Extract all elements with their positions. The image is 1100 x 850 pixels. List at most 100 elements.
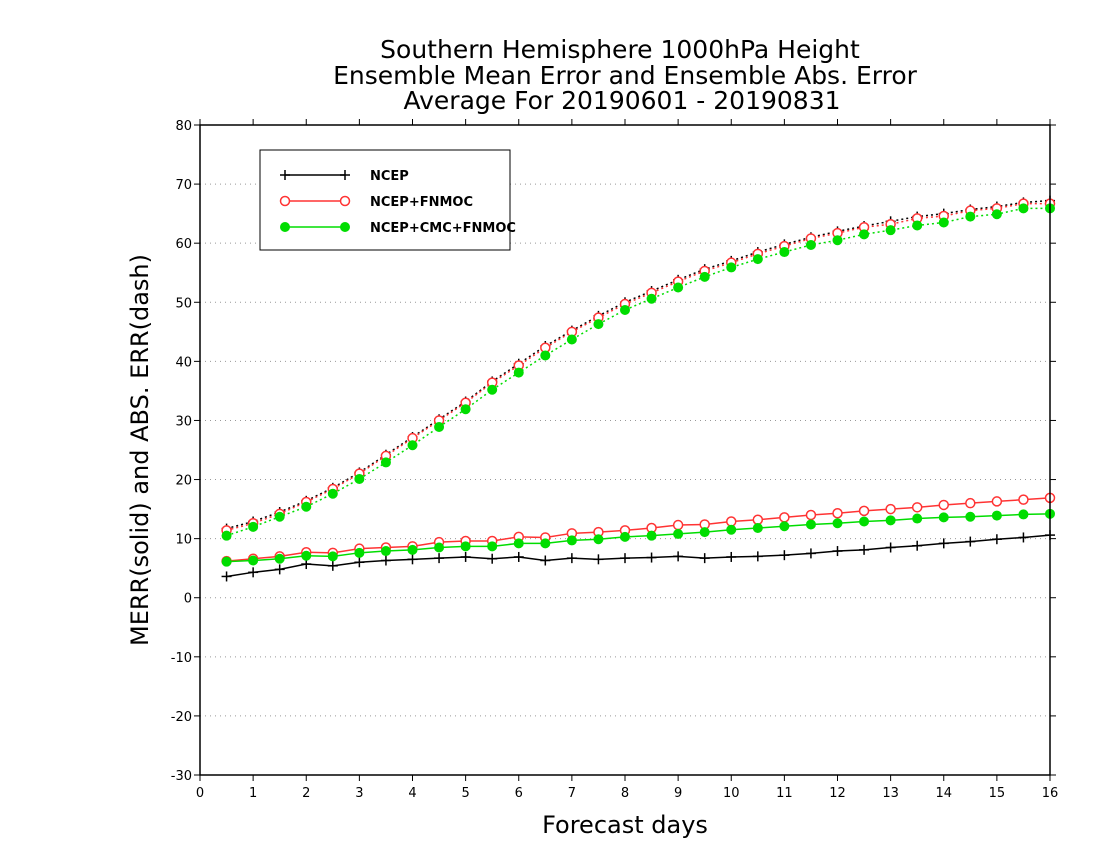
series-layer [221,195,1056,582]
data-point [513,538,524,549]
series-line [226,513,1051,563]
data-point [646,552,657,563]
data-point [885,542,896,553]
data-point [858,505,870,517]
series-line [226,497,1051,562]
series-line [226,202,1050,532]
legend: NCEP NCEP+FNMOC NCEP+CMC+FNMOC [259,149,516,251]
data-point [274,564,285,575]
x-tick-label: 8 [621,786,629,801]
data-point [566,334,577,345]
data-point [540,538,551,549]
y-tick-label: -20 [171,710,192,725]
data-point [301,550,312,561]
data-point [434,553,445,564]
data-point [434,421,445,432]
data-point [726,262,737,273]
y-tick-label: 70 [175,178,192,193]
data-point [248,521,259,532]
y-tick-label: -10 [171,651,192,666]
data-point [593,319,604,330]
data-point [699,527,710,538]
x-tick-label: 11 [776,786,793,801]
x-tick-label: 10 [723,786,740,801]
data-point [965,497,976,509]
data-point [380,546,391,557]
data-point [965,211,976,222]
legend-label: NCEP+CMC+FNMOC [370,221,516,236]
x-tick-label: 14 [935,786,952,801]
data-point [672,519,684,531]
data-point [699,271,710,282]
data-point [885,503,896,515]
x-tick-label: 9 [674,786,682,801]
data-point [991,209,1002,220]
data-point [460,551,471,562]
data-point [699,553,710,564]
title-line-3: Average For 20190601 - 20190831 [403,86,840,115]
data-point [620,531,630,542]
data-point [354,473,365,484]
data-point [593,554,604,565]
data-point [673,528,684,539]
data-point [752,523,763,533]
y-axis: -30 -20 -10 0 10 20 30 40 50 60 70 80 [171,119,1056,784]
series-ncep-cmc-fnmoc-dash [221,203,1055,541]
data-point [513,367,524,378]
data-point [460,541,471,552]
data-point [859,516,870,527]
data-point [991,534,1002,545]
data-point [221,530,232,541]
series-line [226,207,1050,537]
legend-label: NCEP [370,169,409,184]
legend-box [259,149,511,251]
y-tick-label: 10 [175,533,192,548]
data-point [938,217,949,228]
legend-items: NCEP NCEP+FNMOC NCEP+CMC+FNMOC [279,169,516,236]
data-point [274,553,285,564]
y-tick-label: 80 [175,119,192,134]
data-point [620,304,630,315]
data-point [885,515,896,526]
series-ncep-solid [221,530,1055,582]
data-point [832,507,843,519]
data-point [726,524,737,535]
y-tick-label: 30 [175,414,192,429]
legend-marker [340,222,350,232]
data-point [646,530,657,541]
legend-marker [339,195,351,207]
data-point [248,555,259,566]
data-point [221,571,232,582]
data-point [965,511,976,522]
data-point [487,541,498,552]
x-tick-label: 6 [515,786,523,801]
data-point [752,514,764,525]
x-tick-label: 0 [196,786,204,801]
x-tick-label: 4 [408,786,416,801]
data-point [513,551,524,562]
data-point [991,510,1002,521]
title-line-1: Southern Hemisphere 1000hPa Height [380,35,860,64]
data-point [327,551,338,562]
data-point [1018,509,1029,520]
data-point [938,499,949,511]
data-point [752,551,763,562]
y-tick-label: 20 [175,474,192,489]
data-point [327,488,338,499]
series-line [226,534,1051,578]
data-point [407,544,418,555]
data-point [726,516,737,527]
x-tick-label: 13 [882,786,899,801]
data-point [1018,532,1029,543]
data-point [859,229,870,240]
x-tick-label: 16 [1042,786,1059,801]
data-point [779,550,790,561]
legend-item: NCEP+CMC+FNMOC [280,221,516,236]
y-axis-title: MERR(solid) and ABS. ERR(dash) [126,254,154,646]
data-point [301,501,312,512]
legend-marker [280,170,290,180]
x-tick-label: 5 [461,786,469,801]
data-point [460,404,471,415]
data-point [487,553,498,564]
data-point [805,239,816,250]
